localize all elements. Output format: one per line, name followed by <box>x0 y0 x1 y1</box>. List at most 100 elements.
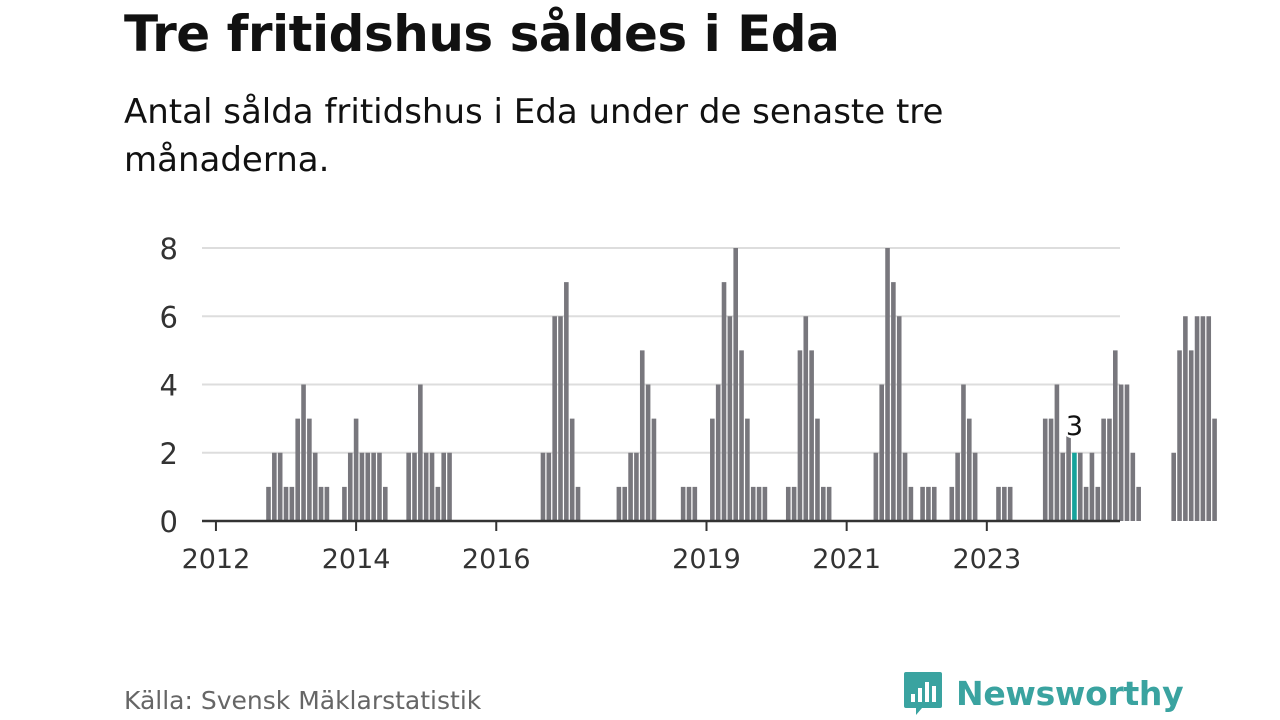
bar <box>1171 452 1176 521</box>
bar <box>342 486 347 521</box>
bar <box>616 486 622 521</box>
bar <box>1183 316 1188 521</box>
annotation-halo <box>1060 410 1089 439</box>
bar <box>931 486 937 521</box>
bar <box>1007 486 1013 521</box>
x-tick-label: 2021 <box>812 544 881 575</box>
bar <box>955 452 960 521</box>
bar <box>295 418 300 521</box>
bar <box>920 486 925 521</box>
bar <box>289 486 295 521</box>
bar <box>359 452 365 521</box>
bar <box>622 486 628 521</box>
bar <box>961 384 966 521</box>
bar <box>418 384 423 521</box>
bar <box>272 452 277 521</box>
bar <box>1212 418 1217 521</box>
bar <box>826 486 832 521</box>
bar <box>353 418 359 521</box>
x-tick-label: 2014 <box>322 544 391 575</box>
y-tick-label: 8 <box>160 232 178 266</box>
bar <box>540 452 546 521</box>
bar <box>1054 384 1060 521</box>
brand-name: Newsworthy <box>956 673 1184 713</box>
annotation-label: 3 <box>1066 411 1083 442</box>
bar <box>645 384 651 521</box>
bar <box>785 486 791 521</box>
bar <box>569 418 575 521</box>
brand-logo[interactable]: Newsworthy <box>902 670 1184 716</box>
bar <box>972 452 978 521</box>
bar <box>639 350 645 521</box>
y-tick-label: 4 <box>160 369 178 403</box>
bar <box>266 486 271 521</box>
bar <box>727 316 733 521</box>
bar <box>926 486 931 521</box>
bar <box>552 316 557 521</box>
bar <box>896 316 902 521</box>
x-tick-label: 2012 <box>182 544 251 575</box>
bar <box>756 486 762 521</box>
bar <box>558 316 563 521</box>
bar <box>809 350 814 521</box>
bar <box>546 452 552 521</box>
bar <box>891 282 896 521</box>
bar <box>1042 418 1048 521</box>
bar <box>902 452 908 521</box>
bar <box>879 384 884 521</box>
bar <box>797 350 803 521</box>
bar <box>1124 384 1130 521</box>
bar <box>949 486 955 521</box>
bar <box>365 452 371 521</box>
bar <box>412 452 417 521</box>
bar <box>324 486 330 521</box>
bar <box>996 486 1001 521</box>
bar <box>680 486 686 521</box>
y-tick-label: 0 <box>160 505 178 539</box>
bar <box>277 452 283 521</box>
bar <box>283 486 289 521</box>
bar <box>1188 350 1194 521</box>
bar <box>628 452 633 521</box>
bar <box>739 350 744 521</box>
y-tick-label: 6 <box>160 300 178 334</box>
bar <box>885 248 890 521</box>
bar <box>447 452 452 521</box>
bar <box>762 486 768 521</box>
bar <box>1077 452 1083 521</box>
x-tick-label: 2023 <box>952 544 1021 575</box>
bar-chart-speech-bubble-icon <box>904 672 942 715</box>
bar <box>967 418 972 521</box>
bar <box>1083 486 1089 521</box>
bar <box>318 486 324 521</box>
bar <box>1177 350 1182 521</box>
bar <box>634 452 639 521</box>
bar <box>423 452 429 521</box>
bar <box>692 486 698 521</box>
bar <box>441 452 446 521</box>
bar <box>815 418 820 521</box>
bar <box>821 486 826 521</box>
bar <box>575 486 581 521</box>
bar <box>312 452 318 521</box>
bar <box>715 384 721 521</box>
bar <box>651 418 657 521</box>
bar <box>1002 486 1007 521</box>
x-tick-label: 2016 <box>462 544 531 575</box>
bar <box>803 316 809 521</box>
bar <box>1107 418 1112 521</box>
bar <box>1095 486 1101 521</box>
bar <box>791 486 797 521</box>
bar <box>873 452 879 521</box>
bar <box>733 248 738 521</box>
bar <box>1206 316 1212 521</box>
bar <box>1118 384 1124 521</box>
bar <box>1194 316 1200 521</box>
bar <box>301 384 306 521</box>
bar <box>371 452 376 521</box>
bar <box>721 282 727 521</box>
bar <box>1060 452 1066 521</box>
bar <box>686 486 692 521</box>
bar <box>750 486 756 521</box>
